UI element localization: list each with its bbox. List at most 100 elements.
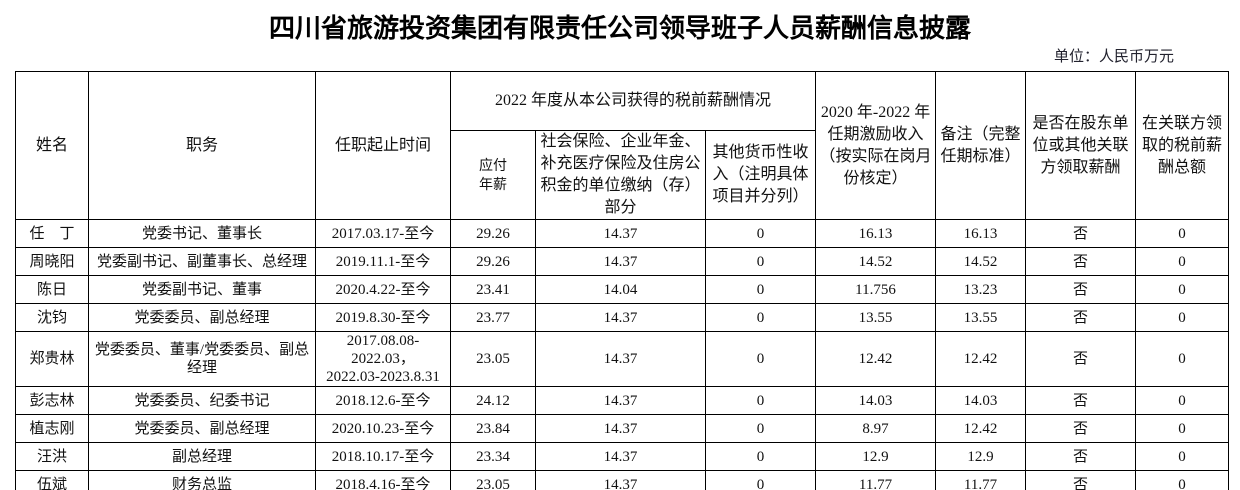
remark-cell: 12.42	[935, 414, 1027, 443]
position-cell: 党委副书记、董事	[88, 275, 316, 304]
unit-label: 单位：人民币万元	[1053, 49, 1174, 65]
position-cell: 副总经理	[88, 442, 316, 471]
incentive-cell: 14.03	[815, 386, 937, 415]
other-income-cell: 0	[704, 303, 817, 332]
col-header-social-insurance: 社会保险、企业年金、补充医疗保险及住房公积金的单位缴纳（存）部分	[535, 130, 706, 220]
remark-cell: 14.52	[935, 247, 1027, 276]
table-row: 周晓阳 党委副书记、副董事长、总经理 2019.11.1-至今 29.26 14…	[15, 247, 1230, 276]
related-flag-cell: 否	[1025, 275, 1137, 304]
col-header-name: 姓名	[15, 71, 89, 220]
term-cell: 2019.8.30-至今	[315, 303, 451, 332]
col-header-term: 任职起止时间	[315, 71, 451, 220]
social-cell: 14.04	[535, 275, 706, 304]
document-page: 四川省旅游投资集团有限责任公司领导班子人员薪酬信息披露 单位：人民币万元 姓名 …	[0, 12, 1240, 490]
remark-cell: 12.9	[935, 442, 1027, 471]
table-row: 彭志林 党委委员、纪委书记 2018.12.6-至今 24.12 14.37 0…	[15, 386, 1230, 415]
related-total-cell: 0	[1135, 219, 1230, 248]
page-title: 四川省旅游投资集团有限责任公司领导班子人员薪酬信息披露	[268, 13, 971, 43]
position-cell: 党委委员、副总经理	[88, 303, 316, 332]
related-flag-cell: 否	[1025, 331, 1137, 387]
related-flag-cell: 否	[1025, 303, 1137, 332]
social-cell: 14.37	[535, 331, 706, 387]
payable-cell: 23.05	[450, 470, 536, 490]
term-cell: 2017.08.08-2022.03， 2022.03-2023.8.31	[315, 331, 451, 387]
other-income-cell: 0	[704, 386, 817, 415]
table-row: 沈钧 党委委员、副总经理 2019.8.30-至今 23.77 14.37 0 …	[15, 303, 1230, 332]
social-cell: 14.37	[535, 414, 706, 443]
payable-cell: 24.12	[450, 386, 536, 415]
name-cell: 任 丁	[15, 219, 89, 248]
payable-cell: 29.26	[450, 219, 536, 248]
payable-cell: 29.26	[450, 247, 536, 276]
payable-cell: 23.84	[450, 414, 536, 443]
col-header-payable-salary: 应付 年薪	[450, 130, 536, 220]
position-cell: 党委副书记、副董事长、总经理	[88, 247, 316, 276]
col-header-position: 职务	[88, 71, 316, 220]
other-income-cell: 0	[704, 442, 817, 471]
term-cell: 2020.10.23-至今	[315, 414, 451, 443]
incentive-cell: 13.55	[815, 303, 937, 332]
col-header-remark: 备注（完整任期标准）	[935, 71, 1027, 220]
social-cell: 14.37	[535, 442, 706, 471]
related-total-cell: 0	[1135, 470, 1230, 490]
col-header-related-party-total: 在关联方领取的税前薪酬总额	[1135, 71, 1230, 220]
name-cell: 沈钧	[15, 303, 89, 332]
social-cell: 14.37	[535, 470, 706, 490]
table-row: 伍斌 财务总监 2018.4.16-至今 23.05 14.37 0 11.77…	[15, 470, 1230, 490]
col-group-header-2022-salary: 2022 年度从本公司获得的税前薪酬情况	[449, 71, 817, 131]
name-cell: 伍斌	[15, 470, 89, 490]
incentive-cell: 16.13	[815, 219, 937, 248]
payable-cell: 23.77	[450, 303, 536, 332]
term-cell: 2018.12.6-至今	[315, 386, 451, 415]
incentive-cell: 12.42	[815, 331, 937, 387]
other-income-cell: 0	[704, 414, 817, 443]
position-cell: 党委委员、纪委书记	[88, 386, 316, 415]
name-cell: 周晓阳	[15, 247, 89, 276]
related-flag-cell: 否	[1025, 247, 1137, 276]
col-header-related-party-flag: 是否在股东单位或其他关联方领取薪酬	[1025, 71, 1137, 220]
social-cell: 14.37	[535, 247, 706, 276]
payable-cell: 23.34	[450, 442, 536, 471]
name-cell: 郑贵林	[15, 331, 89, 387]
col-header-other-income: 其他货币性收入（注明具体项目并分列）	[704, 130, 817, 220]
name-cell: 汪洪	[15, 442, 89, 471]
name-cell: 陈日	[15, 275, 89, 304]
related-total-cell: 0	[1135, 331, 1230, 387]
related-total-cell: 0	[1135, 275, 1230, 304]
incentive-cell: 14.52	[815, 247, 937, 276]
term-cell: 2019.11.1-至今	[315, 247, 451, 276]
remark-cell: 14.03	[935, 386, 1027, 415]
other-income-cell: 0	[704, 247, 817, 276]
position-cell: 党委书记、董事长	[88, 219, 316, 248]
incentive-cell: 11.756	[815, 275, 937, 304]
related-total-cell: 0	[1135, 442, 1230, 471]
position-cell: 财务总监	[88, 470, 316, 490]
related-total-cell: 0	[1135, 414, 1230, 443]
related-flag-cell: 否	[1025, 386, 1137, 415]
related-flag-cell: 否	[1025, 470, 1137, 490]
remark-cell: 16.13	[935, 219, 1027, 248]
name-cell: 彭志林	[15, 386, 89, 415]
col-header-term-incentive: 2020 年-2022 年任期激励收入（按实际在岗月份核定）	[815, 71, 937, 220]
incentive-cell: 11.77	[815, 470, 937, 490]
related-total-cell: 0	[1135, 247, 1230, 276]
salary-disclosure-table: 姓名 职务 任职起止时间 2022 年度从本公司获得的税前薪酬情况 2020 年…	[15, 71, 1230, 490]
term-cell: 2017.03.17-至今	[315, 219, 451, 248]
table-row: 陈日 党委副书记、董事 2020.4.22-至今 23.41 14.04 0 1…	[15, 275, 1230, 304]
table-row: 郑贵林 党委委员、董事/党委委员、副总经理 2017.08.08-2022.03…	[15, 331, 1230, 387]
payable-cell: 23.05	[450, 331, 536, 387]
position-cell: 党委委员、董事/党委委员、副总经理	[88, 331, 316, 387]
position-cell: 党委委员、副总经理	[88, 414, 316, 443]
table-row: 汪洪 副总经理 2018.10.17-至今 23.34 14.37 0 12.9…	[15, 442, 1230, 471]
incentive-cell: 12.9	[815, 442, 937, 471]
payable-cell: 23.41	[450, 275, 536, 304]
remark-cell: 13.23	[935, 275, 1027, 304]
related-flag-cell: 否	[1025, 414, 1137, 443]
social-cell: 14.37	[535, 219, 706, 248]
other-income-cell: 0	[704, 470, 817, 490]
related-total-cell: 0	[1135, 303, 1230, 332]
related-total-cell: 0	[1135, 386, 1230, 415]
name-cell: 植志刚	[15, 414, 89, 443]
remark-cell: 11.77	[935, 470, 1027, 490]
term-cell: 2020.4.22-至今	[315, 275, 451, 304]
